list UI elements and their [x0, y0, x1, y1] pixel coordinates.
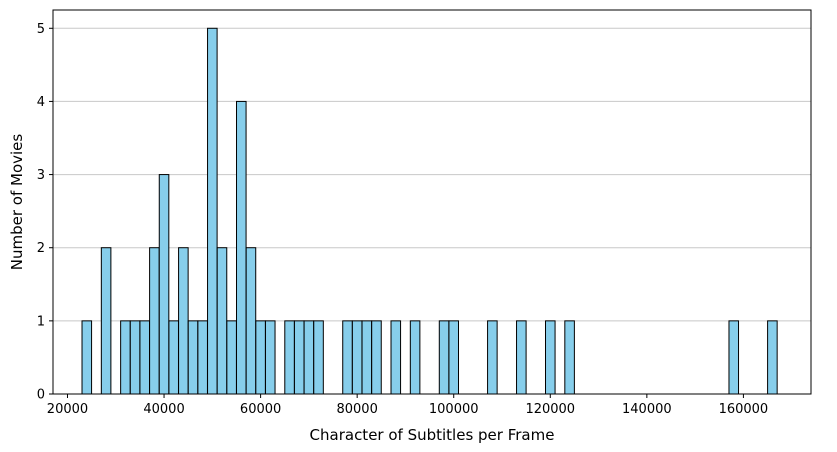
histogram-bar [245, 247, 257, 395]
histogram-bar [129, 320, 141, 395]
x-tick-label: 60000 [240, 402, 281, 417]
histogram-bar [100, 247, 112, 395]
histogram-bar [139, 320, 151, 395]
x-axis-label: Character of Subtitles per Frame [310, 426, 555, 444]
histogram-bar [168, 320, 179, 395]
x-tick-label: 100000 [429, 402, 479, 417]
histogram-bar [187, 320, 199, 395]
histogram-bar [216, 247, 228, 395]
histogram-bar [728, 320, 740, 395]
histogram-bar [284, 320, 295, 395]
histogram-bar [438, 320, 450, 395]
histogram-bar [371, 320, 382, 395]
histogram-bar [303, 320, 315, 395]
histogram-bar [545, 320, 556, 395]
x-tick-label: 80000 [336, 402, 377, 417]
x-axis-ticks: 20000 40000 60000 80000 100000 120000 140000 16… [47, 394, 768, 417]
histogram-bar [264, 320, 276, 395]
plot-frame [52, 9, 812, 395]
histogram-bar [293, 320, 305, 395]
x-tick-label: 120000 [525, 402, 575, 417]
histogram-bar [149, 247, 160, 395]
histogram-bar [564, 320, 575, 395]
x-tick-label: 40000 [143, 402, 184, 417]
histogram-bar [81, 320, 93, 395]
histogram-bar [361, 320, 373, 395]
y-tick-label: 4 [37, 95, 45, 110]
histogram-bar [448, 320, 460, 395]
x-tick-label: 160000 [719, 402, 769, 417]
histogram-bar [226, 320, 237, 395]
histogram-bar [390, 320, 402, 395]
histogram-bar [178, 247, 189, 395]
histogram-bar [236, 100, 247, 395]
histogram-bar [158, 174, 170, 395]
y-tick-label: 1 [37, 314, 45, 329]
x-tick-label: 20000 [47, 402, 88, 417]
histogram-bar [516, 320, 527, 395]
y-tick-label: 2 [37, 241, 45, 256]
y-tick-label: 3 [37, 168, 45, 183]
histogram-bar [197, 320, 208, 395]
histogram-bar [487, 320, 498, 395]
x-tick-label: 140000 [622, 402, 672, 417]
histogram-bar [255, 320, 266, 395]
histogram-bar [120, 320, 131, 395]
y-tick-label: 5 [37, 22, 45, 37]
histogram-bar [313, 320, 324, 395]
histogram-bar [409, 320, 421, 395]
histogram-bar [342, 320, 353, 395]
histogram-bar [767, 320, 778, 395]
y-axis-label: Number of Movies [8, 134, 26, 271]
y-axis-ticks: 0 1 2 3 4 5 [37, 22, 53, 403]
histogram-bar [207, 27, 218, 395]
histogram-bar [351, 320, 363, 395]
y-tick-label: 0 [37, 388, 45, 403]
